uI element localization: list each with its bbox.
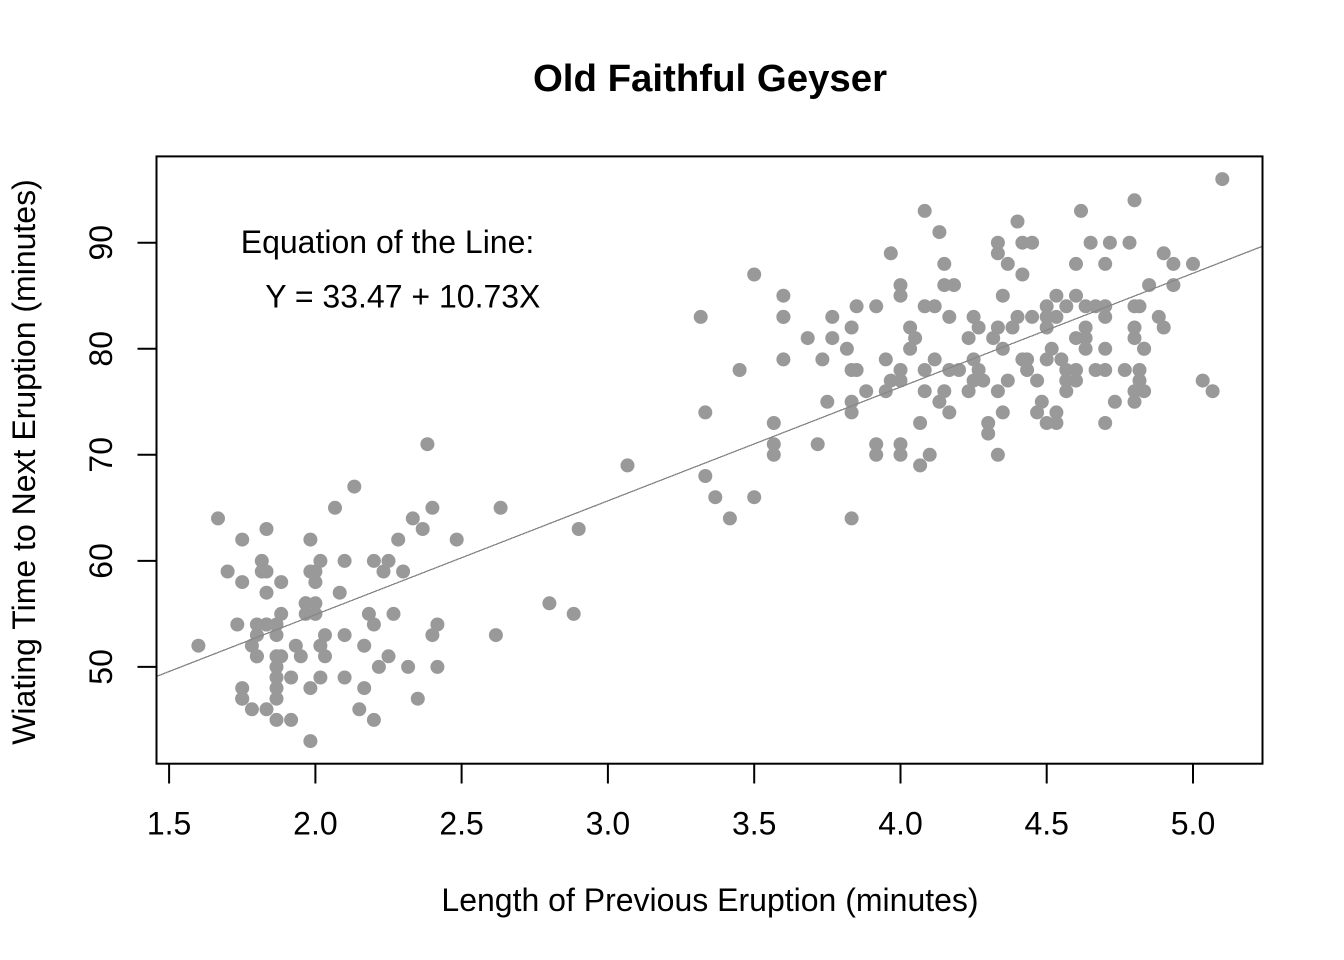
- svg-text:60: 60: [83, 543, 119, 579]
- svg-text:90: 90: [83, 225, 119, 261]
- svg-text:3.5: 3.5: [732, 806, 776, 842]
- svg-text:70: 70: [83, 437, 119, 473]
- svg-text:5.0: 5.0: [1171, 806, 1215, 842]
- svg-text:Wiating Time to Next Eruption: Wiating Time to Next Eruption (minutes): [6, 179, 42, 745]
- svg-text:80: 80: [83, 331, 119, 367]
- svg-text:1.5: 1.5: [147, 806, 191, 842]
- svg-text:Equation of the Line:: Equation of the Line:: [241, 224, 535, 260]
- svg-text:Length of Previous Eruption (m: Length of Previous Eruption (minutes): [441, 882, 978, 918]
- svg-text:3.0: 3.0: [586, 806, 630, 842]
- svg-text:Old Faithful Geyser: Old Faithful Geyser: [533, 57, 887, 100]
- svg-text:50: 50: [83, 649, 119, 685]
- svg-text:2.0: 2.0: [293, 806, 337, 842]
- svg-text:4.5: 4.5: [1024, 806, 1068, 842]
- svg-text:4.0: 4.0: [878, 806, 922, 842]
- svg-text:2.5: 2.5: [439, 806, 483, 842]
- svg-text:Y = 33.47 + 10.73X: Y = 33.47 + 10.73X: [265, 279, 540, 315]
